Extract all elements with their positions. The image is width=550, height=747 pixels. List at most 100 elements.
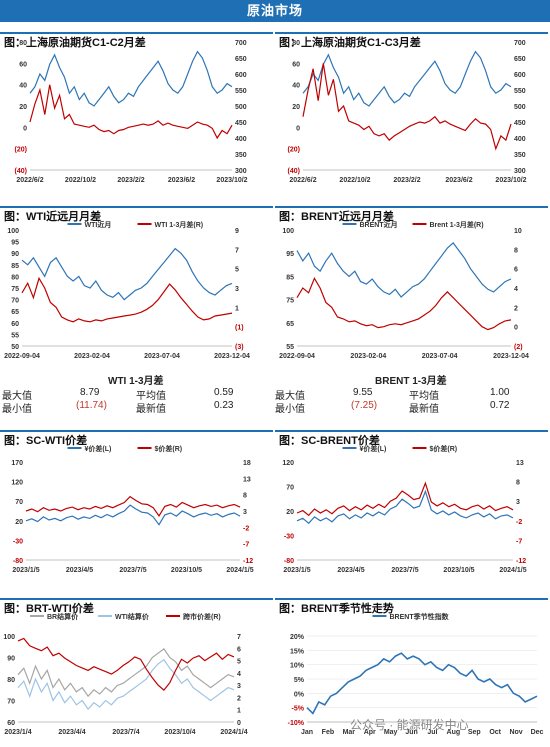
right-tick-label: 600	[235, 72, 247, 79]
wti-latest-value: 0.23	[214, 400, 234, 411]
section-divider	[0, 430, 273, 432]
left-tick-label: -30	[284, 534, 294, 541]
x-tick-label: 2023-07-04	[144, 353, 180, 360]
wti-min-label: 最小值	[2, 404, 32, 415]
x-tick-label: 2023/10/2	[495, 177, 526, 184]
x-tick-label: 2022/10/2	[65, 177, 96, 184]
section-divider	[0, 32, 273, 34]
left-tick-label: 100	[7, 228, 19, 235]
series-line-1	[29, 84, 233, 140]
right-tick-label: -12	[516, 558, 526, 565]
x-tick-label: 2023-02-04	[350, 353, 386, 360]
series-line-0	[25, 504, 241, 526]
left-tick-label: 55	[11, 332, 19, 339]
left-tick-label: 70	[286, 485, 294, 492]
x-tick-label: 2023-07-04	[422, 353, 458, 360]
left-tick-label: 65	[286, 321, 294, 328]
x-tick-label: 2023/10/5	[443, 567, 474, 574]
x-tick-label: 2023/6/2	[168, 177, 195, 184]
chart-title: 图：上海原油期货C1-C3月差	[279, 37, 421, 49]
right-tick-label: 700	[514, 40, 526, 47]
left-tick-label: 90	[11, 251, 19, 258]
right-tick-label: 0	[514, 325, 518, 332]
watermark: 公众号 · 能源研发中心	[350, 718, 469, 732]
right-tick-label: 1	[235, 305, 239, 312]
series-line-1	[21, 276, 233, 323]
brent-stats-table: BRENT 1-3月差 最大值 9.55 平均值 1.00 最小值 (7.25)…	[275, 372, 550, 415]
right-tick-label: 18	[243, 460, 251, 467]
legend-label: BRENT近月	[360, 220, 398, 229]
right-tick-label: -2	[516, 519, 522, 526]
x-tick-label: 2023/1/5	[283, 567, 310, 574]
legend-label: Brent 1-3月差(R)	[430, 220, 484, 229]
legend-label: 跨市价差(R)	[183, 612, 221, 621]
left-tick-label: 50	[11, 344, 19, 351]
right-tick-label: 5	[237, 659, 241, 666]
left-tick-label: 60	[11, 321, 19, 328]
section-divider	[0, 598, 273, 600]
left-tick-label: 0%	[294, 691, 305, 698]
right-tick-label: -2	[243, 525, 249, 532]
left-tick-label: 95	[286, 251, 294, 258]
chart-svg: 80 60 40 20 0 (20) (40) 700 650 600 550 500 450 400 35…	[15, 40, 248, 184]
page-title: 原油市场	[246, 3, 303, 18]
x-tick-label: 2023/2/2	[117, 177, 144, 184]
right-tick-label: 8	[514, 247, 518, 254]
left-tick-label: -5%	[292, 706, 305, 713]
left-tick-label: 15%	[290, 648, 305, 655]
x-tick-label: May	[384, 729, 398, 736]
chart-c2: 图：上海原油期货C1-C3月差 80 60 40 20 0 (20) (40) 700 650 60…	[275, 22, 550, 184]
left-tick-label: 75	[11, 286, 19, 293]
left-tick-label: 80	[19, 40, 27, 47]
chart-title: 图：SC-BRENT价差	[279, 435, 380, 447]
left-tick-label: 80	[7, 677, 15, 684]
series-line-0	[29, 50, 233, 107]
series-line-0	[302, 50, 512, 107]
x-tick-label: 2023/10/5	[171, 567, 202, 574]
left-tick-label: 20	[292, 104, 300, 111]
x-tick-label: 2022-09-04	[279, 353, 315, 360]
chart-c5: 图：SC-WTI价差 170 120 70 20 -30 -80 18 13 8 3 -2 -7 -12 2…	[0, 420, 275, 580]
chart-svg: 120 70 20 -30 -80 13 8 3 -2 -7 -12 2023/1/5 2023/4/5…	[282, 444, 526, 574]
chart-title: 图：SC-WTI价差	[4, 435, 88, 447]
x-tick-label: 2023/2/2	[393, 177, 420, 184]
series-line-1	[302, 63, 512, 151]
section-divider	[275, 598, 548, 600]
chart-title: 图：BRENT近远月月差	[279, 211, 394, 223]
series-line-0	[296, 242, 512, 298]
left-tick-label: 70	[15, 499, 23, 506]
x-tick-label: Feb	[322, 729, 334, 736]
left-tick-label: 80	[292, 40, 300, 47]
chart-svg: 80 60 40 20 0 (20) (40) 700 650 600 550 500 450 400 35…	[288, 40, 527, 184]
right-tick-label: 500	[235, 104, 247, 111]
right-tick-label: 6	[514, 267, 518, 274]
left-tick-label: 40	[19, 83, 27, 90]
x-tick-label: 2023/10/2	[216, 177, 247, 184]
x-tick-label: 2023/4/5	[337, 567, 364, 574]
left-tick-label: 0	[296, 125, 300, 132]
legend-label: WTI近月	[85, 220, 112, 229]
x-tick-label: Nov	[509, 729, 522, 736]
series-line-2	[17, 637, 235, 691]
right-tick-label: 3	[237, 683, 241, 690]
right-tick-label: -7	[516, 538, 522, 545]
right-tick-label: (2)	[514, 344, 523, 351]
left-tick-label: -80	[284, 558, 294, 565]
x-tick-label: Oct	[489, 729, 501, 736]
x-tick-label: Mar	[343, 729, 356, 736]
legend-label: ¥价差(L)	[85, 444, 112, 453]
left-tick-label: (40)	[15, 168, 27, 175]
x-tick-label: 2022-09-04	[4, 353, 40, 360]
right-tick-label: 450	[514, 120, 526, 127]
x-tick-label: Sep	[468, 729, 481, 736]
brent-avg-value: 1.00	[490, 387, 510, 398]
right-tick-label: 4	[237, 671, 241, 678]
right-tick-label: 350	[235, 152, 247, 159]
right-tick-label: 5	[235, 267, 239, 274]
brent-min-value: (7.25)	[351, 400, 378, 411]
chart-title: 图：BRENT季节性走势	[279, 603, 394, 615]
right-tick-label: 8	[516, 480, 520, 487]
brent-avg-label: 平均值	[409, 391, 439, 402]
left-tick-label: 60	[19, 61, 27, 68]
x-tick-label: 2024/1/5	[499, 567, 526, 574]
